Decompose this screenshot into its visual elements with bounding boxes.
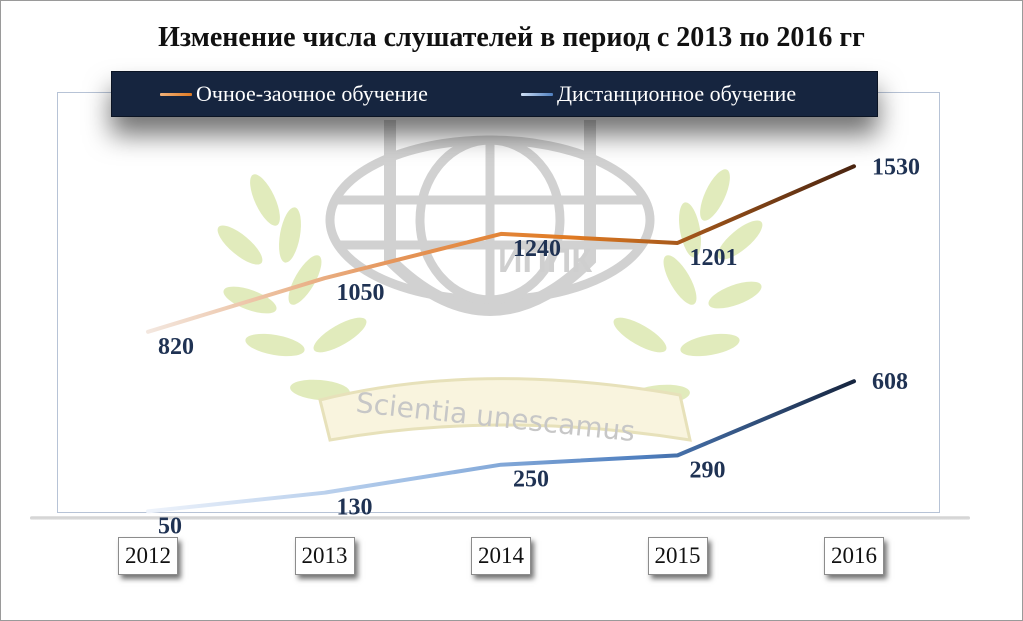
x-tick-label: 2016	[824, 537, 884, 575]
data-label-series-0-2: 1240	[513, 236, 561, 262]
data-label-series-1-3: 290	[690, 457, 726, 483]
legend-item-series-0: Очное-заочное обучение	[160, 72, 428, 116]
legend-swatch-blue	[521, 92, 553, 96]
data-label-series-0-4: 1530	[872, 154, 920, 180]
data-label-series-0-3: 1201	[690, 245, 738, 271]
globe-logo-icon	[325, 120, 655, 316]
data-label-series-0-0: 820	[158, 334, 194, 360]
data-label-series-1-1: 130	[337, 495, 373, 521]
x-axis-baseline	[30, 516, 970, 520]
institute-watermark: ИППК Scientia unescamus	[217, 120, 763, 448]
data-label-series-1-0: 50	[158, 513, 182, 539]
legend-item-series-1: Дистанционное обучение	[521, 72, 796, 116]
x-tick-label: 2014	[471, 537, 531, 575]
legend-swatch-orange	[160, 92, 192, 96]
x-tick-label: 2012	[118, 537, 178, 575]
watermark-logo-text: ИППК	[498, 242, 592, 280]
x-tick-label: 2015	[647, 537, 708, 575]
series-line-0	[146, 164, 856, 334]
legend-label-series-1: Дистанционное обучение	[557, 81, 797, 106]
chart-title: Изменение числа слушателей в период с 20…	[158, 22, 865, 53]
data-label-series-1-2: 250	[513, 467, 549, 493]
legend-label-series-0: Очное-заочное обучение	[196, 81, 428, 106]
legend: Очное-заочное обучение Дистанционное обу…	[111, 71, 878, 117]
series-line-1	[146, 379, 856, 514]
data-label-series-1-4: 608	[872, 369, 908, 395]
data-label-series-0-1: 1050	[337, 280, 385, 306]
x-tick-label: 2013	[294, 537, 355, 575]
ribbon-scroll-icon	[318, 377, 692, 442]
